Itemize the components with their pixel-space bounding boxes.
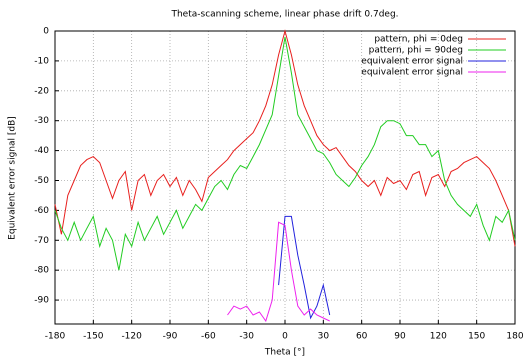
- y-tick-label: -70: [34, 236, 49, 246]
- x-tick-label: 150: [468, 332, 485, 342]
- x-tick-label: 180: [506, 332, 523, 342]
- y-axis-label: Equivalent error signal [dB]: [8, 116, 18, 240]
- series-line: [54, 36, 516, 271]
- series-line: [54, 29, 516, 247]
- legend-label: equivalent error signal: [361, 57, 463, 67]
- x-tick-label: -30: [239, 332, 254, 342]
- x-tick-label: -150: [83, 332, 104, 342]
- x-tick-label: -90: [163, 332, 178, 342]
- y-tick-label: -20: [34, 86, 49, 96]
- y-tick-label: 0: [43, 27, 49, 37]
- x-axis-label: Theta [°]: [264, 348, 305, 358]
- y-tick-label: -60: [34, 206, 49, 216]
- x-tick-label: 120: [430, 332, 447, 342]
- x-tick-label: -180: [45, 332, 66, 342]
- x-tick-label: 0: [282, 332, 288, 342]
- y-tick-label: -90: [34, 296, 49, 306]
- legend-label: pattern, phi = 90deg: [369, 46, 463, 56]
- legend-label: equivalent error signal: [361, 68, 463, 78]
- y-tick-label: -50: [34, 176, 49, 186]
- x-tick-label: 30: [318, 332, 330, 342]
- y-tick-label: -10: [34, 56, 49, 66]
- series-line: [228, 222, 516, 321]
- x-tick-label: 60: [356, 332, 368, 342]
- y-tick-label: -80: [34, 266, 49, 276]
- chart-title: Theta-scanning scheme, linear phase drif…: [170, 10, 398, 20]
- y-tick-label: -30: [34, 116, 49, 126]
- y-tick-label: -40: [34, 146, 49, 156]
- x-tick-label: -60: [201, 332, 216, 342]
- x-tick-label: -120: [121, 332, 142, 342]
- x-tick-label: 90: [394, 332, 406, 342]
- series-line: [278, 215, 331, 320]
- legend-label: pattern, phi = 0deg: [374, 35, 463, 45]
